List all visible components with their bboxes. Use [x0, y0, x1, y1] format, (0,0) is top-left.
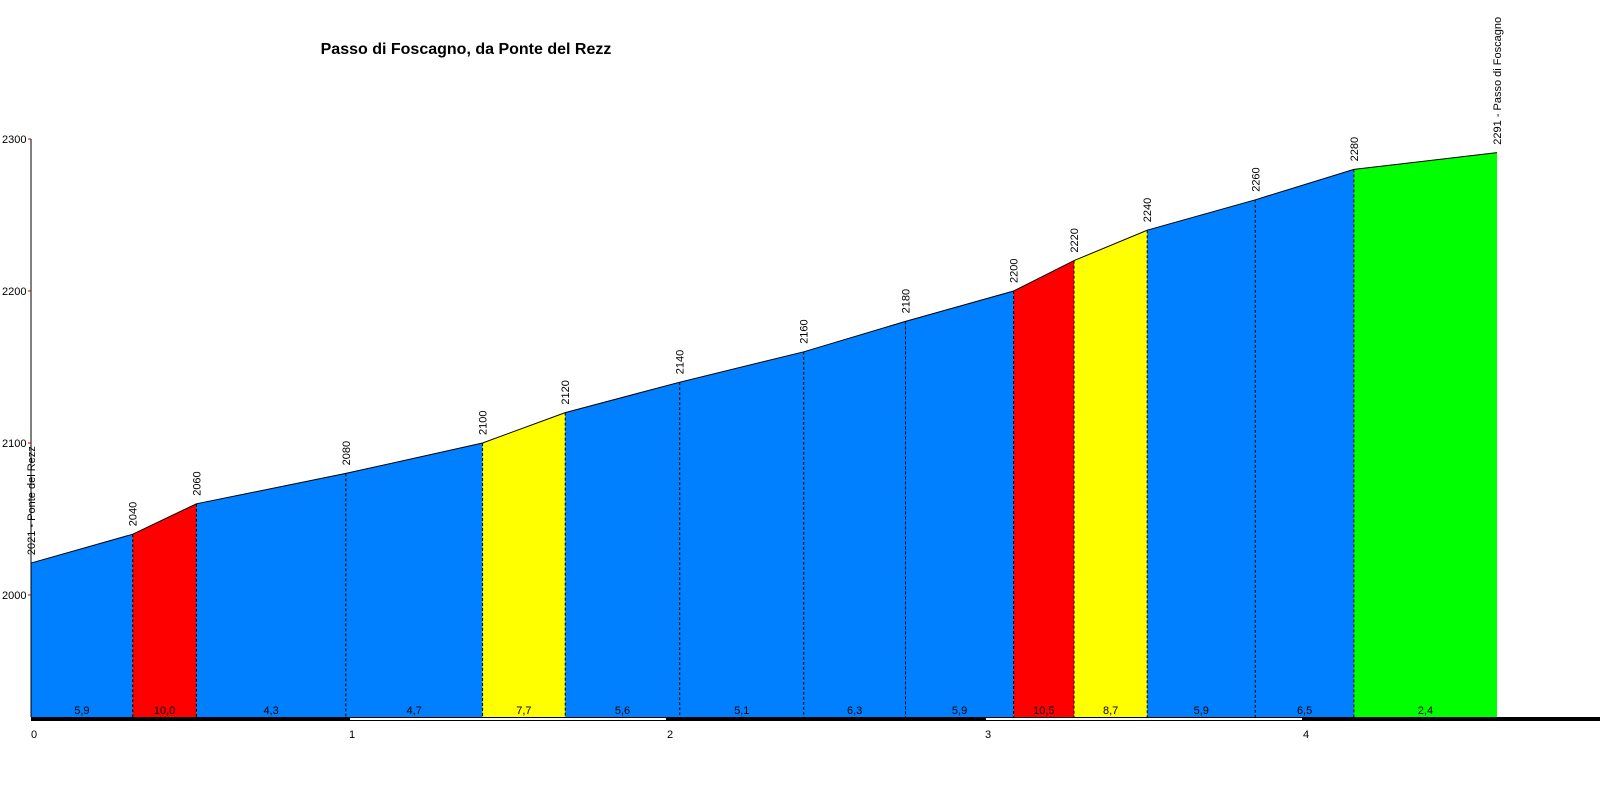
elevation-label: 2040	[128, 502, 140, 526]
profile-outline	[30, 152, 1498, 564]
gradient-label: 4,7	[407, 705, 422, 717]
elevation-label: 2021 - Ponte del Rezz	[26, 446, 38, 555]
gradient-label: 6,5	[1297, 705, 1312, 717]
x-axis-bar	[31, 717, 1600, 721]
elevation-label: 2220	[1069, 228, 1081, 252]
x-tick-label: 2	[667, 729, 673, 741]
elevation-labels: 2021 - Ponte del Rezz 2040 2060 2080 2100 212…	[26, 17, 1504, 555]
profile-segment	[196, 473, 346, 717]
x-tick-label: 4	[1303, 729, 1309, 741]
profile-segment	[1074, 230, 1148, 717]
elevation-label: 2160	[799, 319, 811, 343]
elevation-label: 2291 - Passo di Foscagno	[1492, 17, 1504, 145]
profile-segment	[1013, 260, 1075, 717]
profile-segment	[1353, 152, 1497, 717]
x-tick-label: 3	[985, 729, 991, 741]
profile-segment	[905, 291, 1014, 717]
profile-segment	[31, 534, 133, 717]
elevation-label: 2260	[1250, 167, 1262, 191]
elevation-label: 2120	[560, 380, 572, 404]
x-tick-label: 1	[349, 729, 355, 741]
elevation-label: 2140	[675, 350, 687, 374]
elevation-label: 2280	[1349, 137, 1361, 161]
x-axis-band	[986, 718, 1302, 720]
x-axis: 0 1 2 3 4	[31, 717, 1600, 741]
profile-segment	[565, 382, 680, 717]
elevation-label: 2200	[1009, 259, 1021, 283]
chart-title: Passo di Foscagno, da Ponte del Rezz	[321, 41, 612, 58]
elevation-label: 2100	[478, 411, 490, 435]
elevation-label: 2080	[341, 441, 353, 465]
gradient-label: 10,5	[1033, 705, 1054, 717]
profile-segment	[679, 351, 804, 717]
gradient-label: 5,9	[74, 705, 89, 717]
segment-dividers	[132, 169, 1355, 717]
gradient-label: 2,4	[1418, 705, 1433, 717]
profile-segments	[31, 152, 1497, 718]
gradient-label: 5,1	[734, 705, 749, 717]
y-tick-label: 2100	[2, 438, 26, 450]
profile-segment	[345, 443, 483, 717]
profile-segment	[482, 412, 566, 717]
profile-line	[30, 152, 1498, 564]
profile-segment	[132, 503, 197, 717]
profile-segment	[1255, 169, 1354, 717]
gradient-label: 5,6	[615, 705, 630, 717]
elevation-label: 2240	[1142, 198, 1154, 222]
x-axis-band	[350, 718, 666, 720]
elevation-label: 2180	[901, 289, 913, 313]
elevation-label: 2060	[191, 471, 203, 495]
gradient-label: 6,3	[847, 705, 862, 717]
gradient-labels: 5,9 10,0 4,3 4,7 7,7 5,6 5,1 6,3 5,9 10,5 8,7 5,9 6,…	[74, 705, 1433, 717]
x-tick-label: 0	[31, 729, 37, 741]
y-tick-label: 2000	[2, 590, 26, 602]
y-tick-label: 2300	[2, 134, 26, 146]
y-axis: 2000 2100 2200 2300	[2, 134, 32, 717]
gradient-label: 10,0	[154, 705, 175, 717]
gradient-label: 5,9	[952, 705, 967, 717]
y-tick-label: 2200	[2, 286, 26, 298]
profile-segment	[1147, 199, 1256, 718]
gradient-label: 7,7	[516, 705, 531, 717]
gradient-label: 4,3	[263, 705, 278, 717]
gradient-label: 8,7	[1103, 705, 1118, 717]
profile-segment	[803, 321, 906, 717]
gradient-label: 5,9	[1194, 705, 1209, 717]
